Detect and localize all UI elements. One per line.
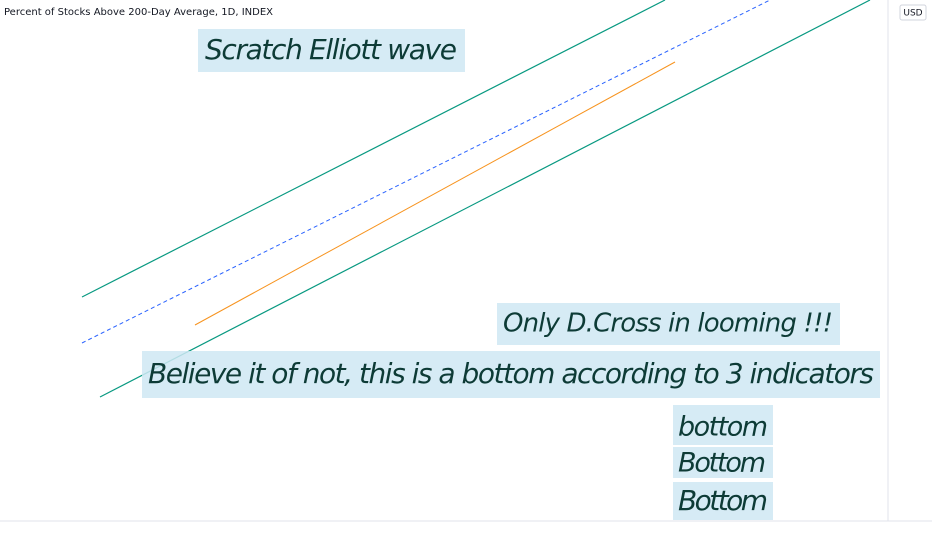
currency: USD [903, 9, 922, 19]
note-box [198, 29, 465, 72]
currency-box[interactable] [899, 4, 927, 21]
note: Only D.Cross in looming !!! [503, 309, 833, 339]
note-box [497, 303, 840, 345]
drawings [81, 0, 871, 398]
note-box [673, 482, 773, 520]
note-box [673, 447, 773, 478]
price-axis [888, 0, 932, 550]
channel-middle [81, 0, 771, 344]
notes: Scratch Elliott wave Only D.Cross in loo… [142, 29, 880, 520]
note: Scratch Elliott wave [205, 33, 457, 66]
note-box [673, 405, 773, 445]
orange-channel [194, 61, 676, 326]
note-box [142, 351, 880, 398]
note: bottom [678, 412, 768, 443]
note: Bottom [678, 448, 766, 479]
note: Believe it of not, this is a bottom acco… [148, 357, 874, 390]
chart-title: Percent of Stocks Above 200-Day Average,… [4, 7, 273, 18]
channel-lower [99, 0, 871, 398]
note: Bottom [678, 484, 768, 517]
channel-upper [81, 0, 666, 298]
